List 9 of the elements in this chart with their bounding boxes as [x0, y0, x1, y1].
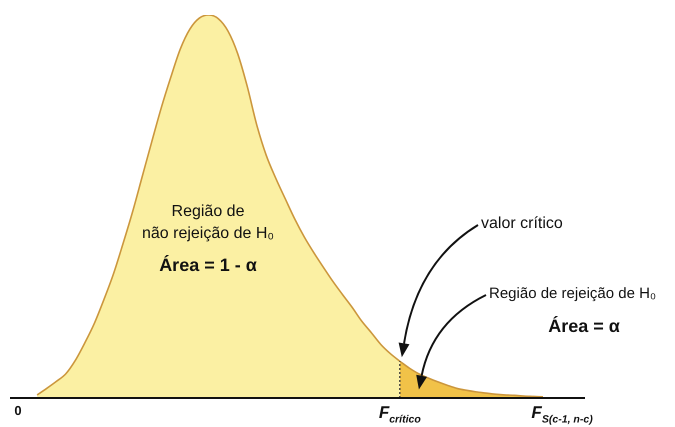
- x-tick-label: 0: [14, 403, 22, 418]
- x-tick-label: F$_{crítico}$: [378, 403, 421, 426]
- annotation: valor crítico: [481, 215, 563, 233]
- annotation: não rejeição de H₀: [142, 225, 274, 243]
- annotation: Área = α: [548, 316, 620, 337]
- x-tick-label: F$_{S(c-1, n-c)}$: [531, 403, 593, 426]
- annotation: Região de: [172, 203, 244, 221]
- annotation: Área = 1 - α: [159, 255, 257, 276]
- annotation: Região de rejeição de H₀: [489, 284, 656, 302]
